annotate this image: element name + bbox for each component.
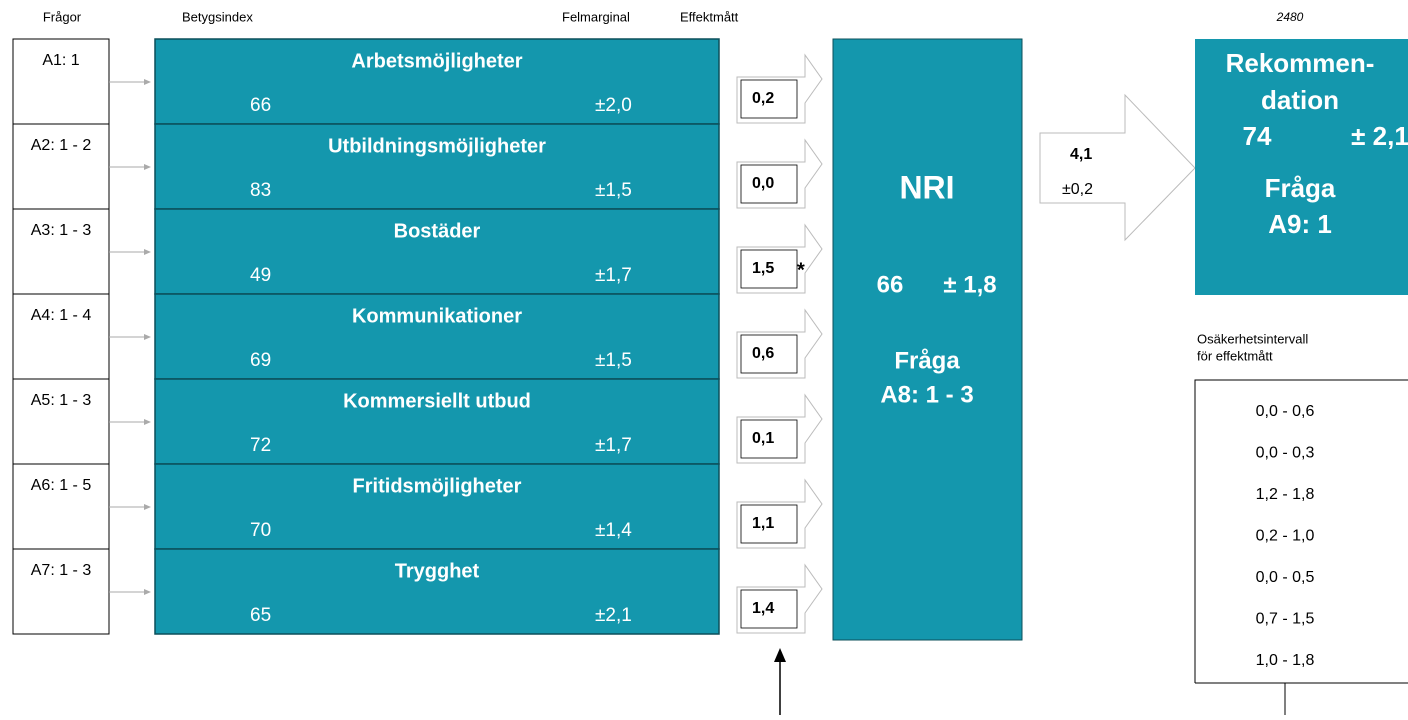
index-margin: ±2,0 (595, 95, 632, 116)
question-box (12, 463, 110, 550)
index-margin: ±1,4 (595, 520, 632, 541)
index-title: Utbildningsmöjligheter (328, 135, 546, 157)
index-margin: ±1,7 (595, 435, 632, 456)
nri-label: Fråga (894, 347, 960, 374)
index-margin: ±1,7 (595, 265, 632, 286)
interval: 0,0 - 0,5 (1256, 569, 1315, 586)
index-title: Fritidsmöjligheter (353, 475, 522, 497)
index-box (154, 378, 720, 465)
question: A3: 1 - 3 (31, 222, 92, 239)
interval: 0,2 - 1,0 (1256, 528, 1315, 545)
total-effect: 4,1 (1070, 146, 1092, 163)
link-head (144, 419, 151, 425)
question: A4: 1 - 4 (31, 307, 92, 324)
index-value: 83 (250, 180, 271, 201)
index-value: 70 (250, 520, 271, 541)
question-box (12, 208, 110, 295)
effect-box (740, 334, 798, 374)
index-value: 69 (250, 350, 271, 371)
question: A7: 1 - 3 (31, 562, 92, 579)
effect: 1,4 (752, 600, 774, 617)
index-margin: ±1,5 (595, 350, 632, 371)
index-title: Arbetsmöjligheter (351, 50, 522, 72)
rec-title: dation (1261, 85, 1339, 115)
interval: 1,2 - 1,8 (1256, 486, 1315, 503)
effect-box (740, 504, 798, 544)
intervals-title: Osäkerhetsintervall (1197, 331, 1308, 346)
rec-value: 74 (1243, 121, 1272, 151)
index-box (154, 548, 720, 635)
index-title: Bostäder (394, 220, 481, 242)
nri-box (832, 38, 1023, 641)
index-box (154, 293, 720, 380)
rec-margin: ± 2,1 (1351, 121, 1408, 151)
total-margin: ±0,2 (1062, 181, 1093, 198)
link-head (144, 164, 151, 170)
link-head (144, 249, 151, 255)
index-box (154, 463, 720, 550)
header: Effektmått (680, 9, 739, 24)
rec-title: Rekommen- (1226, 48, 1375, 78)
index-value: 65 (250, 605, 271, 626)
arrow-head (774, 648, 786, 662)
rec-label: Fråga (1265, 173, 1336, 203)
interval: 0,7 - 1,5 (1256, 611, 1315, 628)
rec-question: A9: 1 (1268, 209, 1332, 239)
effect-box (740, 589, 798, 629)
question: A5: 1 - 3 (31, 392, 92, 409)
link-head (144, 79, 151, 85)
question: A1: 1 (42, 52, 79, 69)
index-margin: ±2,1 (595, 605, 632, 626)
total-arrow (1039, 93, 1196, 242)
effect-box (740, 249, 798, 289)
effect: 0,2 (752, 90, 774, 107)
effect: 0,6 (752, 345, 774, 362)
link-head (144, 589, 151, 595)
question-box (12, 123, 110, 210)
effect-box (740, 419, 798, 459)
index-value: 49 (250, 265, 271, 286)
header: Frågor (43, 9, 82, 24)
question: A6: 1 - 5 (31, 477, 92, 494)
question-box (12, 548, 110, 635)
intervals-title: för effektmått (1197, 348, 1273, 363)
interval: 0,0 - 0,3 (1256, 445, 1315, 462)
effect-note: * (797, 259, 805, 281)
index-title: Trygghet (395, 560, 480, 582)
effect: 0,1 (752, 430, 774, 447)
effect-box (740, 79, 798, 119)
index-box (154, 123, 720, 210)
index-box (154, 208, 720, 295)
index-margin: ±1,5 (595, 180, 632, 201)
index-value: 66 (250, 95, 271, 116)
effect: 1,1 (752, 515, 774, 532)
nri-margin: ± 1,8 (943, 271, 996, 298)
link-head (144, 334, 151, 340)
effect-box (740, 164, 798, 204)
question: A2: 1 - 2 (31, 137, 92, 154)
effect: 1,5 (752, 260, 774, 277)
effect: 0,0 (752, 175, 774, 192)
question-box (12, 293, 110, 380)
nri-title: NRI (899, 169, 954, 205)
interval: 0,0 - 0,6 (1256, 403, 1315, 420)
recommendation-box (1195, 39, 1408, 295)
link-head (144, 504, 151, 510)
index-title: Kommunikationer (352, 305, 522, 327)
index-value: 72 (250, 435, 271, 456)
nri-value: 66 (877, 271, 904, 298)
interval: 1,0 - 1,8 (1256, 652, 1315, 669)
index-title: Kommersiellt utbud (343, 390, 531, 412)
header: 2480 (1276, 10, 1304, 24)
intervals-box (1194, 379, 1408, 684)
nri-question: A8: 1 - 3 (880, 381, 973, 408)
header: Felmarginal (562, 9, 630, 24)
index-box (154, 38, 720, 125)
header: Betygsindex (182, 9, 253, 24)
